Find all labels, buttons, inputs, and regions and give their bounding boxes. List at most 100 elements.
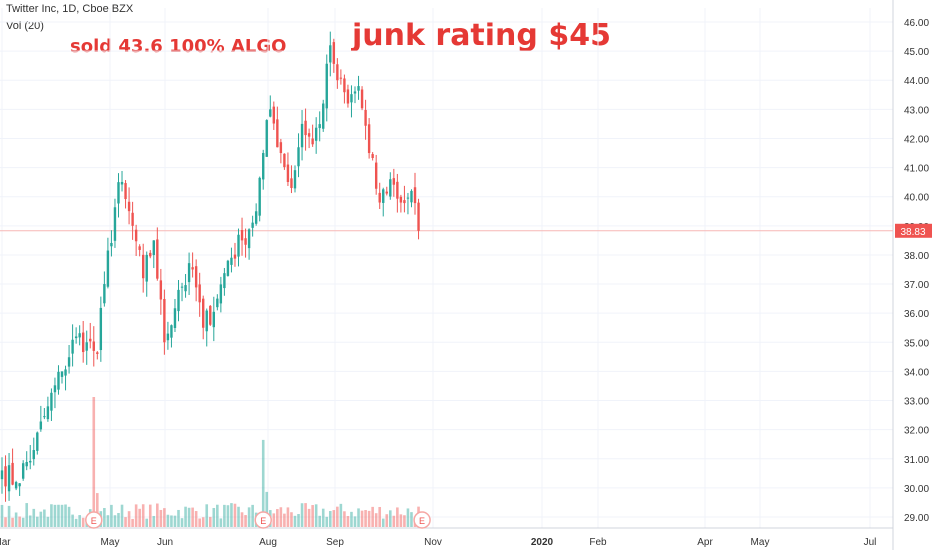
candle-body [367,124,371,154]
volume-bar [392,515,396,527]
volume-bar [237,506,240,527]
volume-bar [360,510,364,527]
candle-body [120,181,124,185]
volume-bar [406,508,410,527]
candle-body [385,191,388,194]
volume-bar [50,504,53,527]
volume-bar [110,504,113,527]
volume-bar [318,515,321,527]
volume-bar [385,514,389,527]
volume-bar [4,517,7,527]
volume-bar [240,512,244,527]
candle-body [187,263,191,283]
candle-body [247,229,251,249]
volume-bar [410,512,413,527]
volume-bar [113,515,117,527]
x-tick-label: Mar [0,537,11,548]
volume-bar [191,507,194,527]
volume-bar [43,509,46,527]
earnings-marker-label: E [260,516,266,526]
volume-bar [371,506,374,527]
volume-bar [96,493,99,527]
candle-body [184,285,187,292]
volume-bar [297,514,300,527]
volume-bar [230,503,233,527]
volume-bar [60,504,64,527]
volume-bar [117,513,120,527]
candle-body [74,336,78,339]
volume-bar [339,503,343,527]
candle-body [50,392,53,411]
candle-body [403,200,406,204]
candle-body [244,238,247,245]
candle-body [371,154,374,159]
candle-body [25,461,28,467]
candle-body [240,230,244,241]
candle-body [142,254,145,279]
candle-body [279,142,283,154]
volume-bar [145,518,149,527]
candle-body [170,325,173,338]
candle-body [329,45,332,63]
candle-body [262,153,265,180]
volume-bar [14,512,18,527]
candle-body [145,254,148,282]
candle-body [124,183,127,200]
candle-body [113,207,117,241]
candle-body [209,305,212,325]
volume-bar [124,517,127,527]
volume-bar [403,515,406,527]
volume-bar [304,503,307,527]
candle-body [336,64,339,81]
y-tick-label: 31.00 [904,455,929,466]
x-tick-label: Apr [697,537,713,548]
volume-bar [346,516,350,527]
candle-body [265,120,268,157]
volume-bar [21,517,25,527]
volume-bar [166,514,170,527]
earnings-marker [254,511,272,529]
volume-bar [177,509,180,527]
candle-body [173,308,177,328]
volume-bar [156,503,159,527]
volume-bar [64,504,67,527]
volume-bar [343,511,346,527]
volume-bar [219,518,223,527]
candle-body [46,406,50,420]
volume-bar [57,504,60,527]
y-tick-label: 32.00 [904,426,929,437]
earnings-marker [413,511,431,529]
candle-body [226,260,230,276]
volume-bar [293,515,297,527]
candle-body [32,450,35,460]
y-tick-label: 41.00 [904,164,929,175]
candle-body [191,267,194,270]
y-tick-label: 37.00 [904,280,929,291]
volume-bar [198,518,201,527]
candle-body [36,432,39,451]
x-tick-label: Jul [864,537,877,548]
candle-body [346,89,350,104]
candle-body [283,153,286,168]
candle-body [85,342,88,351]
volume-bar [134,504,138,527]
volume-bar [18,516,21,527]
volume-bar [378,506,382,527]
volume-bar [332,510,336,527]
volume-bar [53,504,57,527]
candle-body [60,371,64,377]
volume-bar [328,511,332,527]
volume-bar [120,504,124,527]
volume-bar [25,503,29,527]
candle-body [0,470,4,480]
volume-bar [131,518,134,527]
candle-body [357,86,360,91]
candle-body [378,192,381,203]
candle-body [163,299,166,343]
volume-bar [0,504,4,527]
volume-bar [353,516,357,527]
volume-bar [67,506,71,527]
candle-body [392,178,396,185]
candle-body [311,138,314,145]
